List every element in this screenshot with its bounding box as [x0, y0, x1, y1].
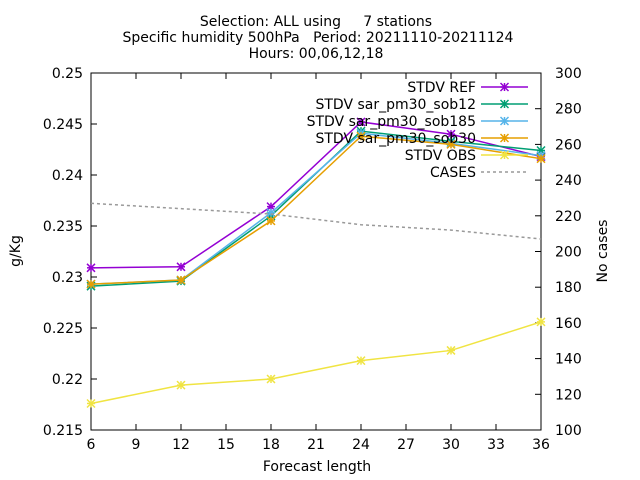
data-point [499, 82, 510, 92]
series-line [90, 135, 542, 285]
legend-label: STDV OBS [405, 148, 476, 164]
data-point [176, 262, 186, 272]
y2-tick-label: 180 [555, 280, 582, 296]
legend-label: STDV sar_pm30_sob185 [307, 114, 476, 130]
series-line [90, 202, 542, 240]
series-line [90, 121, 542, 269]
data-point [499, 133, 510, 143]
x-axis: 6 9 12 15 18 21 24 27 30 33 36 [87, 73, 550, 453]
data-point [499, 150, 510, 160]
y2-tick-label: 300 [555, 66, 582, 82]
y2-tick-label: 280 [555, 102, 582, 118]
data-point [356, 131, 366, 141]
y2-tick-label: 120 [555, 387, 582, 403]
y-axis: 0.215 0.22 0.225 0.23 0.235 0.24 0.245 0.25 [43, 66, 97, 439]
series-group [86, 117, 546, 409]
y-tick-label: 0.245 [43, 117, 83, 133]
y2-tick-label: 220 [555, 209, 582, 225]
data-point [356, 356, 366, 366]
series-stdv-sar-pm30-sob30 [86, 131, 546, 289]
legend-label: CASES [430, 165, 476, 181]
data-point [86, 279, 96, 289]
y-tick-label: 0.23 [52, 270, 83, 286]
x-tick-label: 30 [442, 437, 460, 453]
data-point [536, 317, 546, 327]
y2-tick-label: 260 [555, 137, 582, 153]
data-point [86, 398, 96, 409]
series-line [90, 321, 542, 405]
x-tick-label: 27 [397, 437, 415, 453]
y-tick-label: 0.235 [43, 219, 83, 235]
y2-tick-label: 100 [555, 423, 582, 439]
data-point [499, 116, 510, 126]
y-tick-label: 0.24 [52, 168, 83, 184]
series-stdv-obs [86, 317, 546, 409]
legend-label: STDV REF [407, 80, 476, 96]
data-point [499, 99, 510, 109]
x-tick-label: 12 [172, 437, 190, 453]
y2-axis-label: No cases [595, 220, 611, 283]
x-tick-label: 9 [132, 437, 141, 453]
data-point [446, 139, 456, 149]
x-tick-label: 21 [307, 437, 325, 453]
data-point [266, 216, 276, 226]
y-tick-label: 0.22 [52, 372, 83, 388]
x-tick-label: 15 [217, 437, 235, 453]
series-stdv-sar-pm30-sob185 [86, 128, 546, 289]
y2-axis: 100 120 140 160 180 200 220 240 260 280 300 [535, 66, 582, 439]
x-tick-label: 36 [532, 437, 550, 453]
series-stdv-sar-pm30-sob12 [86, 126, 546, 291]
x-tick-label: 18 [262, 437, 280, 453]
y2-tick-label: 140 [555, 352, 582, 368]
y2-tick-label: 160 [555, 316, 582, 332]
x-tick-label: 6 [87, 437, 96, 453]
data-point [176, 275, 186, 285]
x-tick-label: 24 [352, 437, 370, 453]
title-line-3: Hours: 00,06,12,18 [249, 46, 384, 62]
data-point [266, 374, 276, 384]
data-point [176, 380, 186, 390]
x-axis-label: Forecast length [263, 459, 371, 475]
data-point [446, 129, 456, 139]
y-tick-label: 0.25 [52, 66, 83, 82]
series-cases [90, 202, 542, 240]
title-line-2: Specific humidity 500hPa Period: 2021111… [123, 30, 514, 46]
data-point [536, 154, 546, 164]
data-point [266, 208, 276, 218]
y2-tick-label: 200 [555, 245, 582, 261]
x-tick-label: 33 [487, 437, 505, 453]
data-point [86, 263, 96, 273]
title-line-1: Selection: ALL using 7 stations [200, 14, 432, 30]
y-tick-label: 0.215 [43, 423, 83, 439]
y-tick-label: 0.225 [43, 321, 83, 337]
y-axis-label: g/Kg [8, 235, 24, 267]
legend-label: STDV sar_pm30_sob30 [315, 131, 476, 147]
data-point [356, 117, 366, 127]
series-stdv-ref [86, 117, 546, 273]
y2-tick-label: 240 [555, 173, 582, 189]
chart-title: Selection: ALL using 7 stations Specific… [123, 14, 514, 62]
legend-label: STDV sar_pm30_sob12 [315, 97, 476, 113]
data-point [446, 345, 456, 355]
